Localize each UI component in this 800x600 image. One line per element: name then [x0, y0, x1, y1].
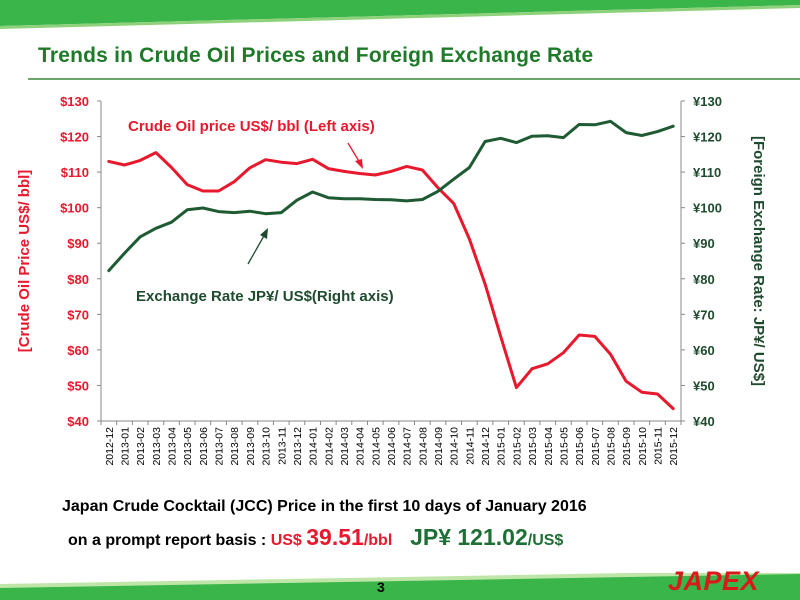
- left-tick-label: $60: [67, 343, 89, 358]
- left-tick-label: $110: [61, 165, 89, 180]
- page-number: 3: [377, 579, 385, 595]
- fx-annotation-arrow: [247, 233, 266, 265]
- x-tick-label: 2014-09: [433, 427, 445, 466]
- x-tick-label: 2015-07: [590, 427, 602, 466]
- left-tick-label: $130: [60, 94, 89, 109]
- x-tick-label: 2015-05: [558, 427, 570, 466]
- right-tick-label: ¥40: [693, 414, 715, 429]
- report-basis-label: on a prompt report basis :: [68, 532, 271, 549]
- jpy-unit: /US$: [527, 532, 564, 549]
- fx-annotation-arrowhead: [260, 228, 268, 239]
- x-tick-label: 2013-09: [245, 427, 257, 466]
- x-tick-label: 2014-11: [464, 427, 476, 465]
- x-tick-label: 2015-04: [543, 427, 555, 466]
- x-tick-label: 2015-12: [668, 427, 680, 466]
- oil-price-line: [107, 151, 675, 411]
- left-tick-label: $80: [67, 272, 89, 287]
- jcc-info-line: Japan Crude Cocktail (JCC) Price in the …: [62, 498, 587, 515]
- usd-price: US$ 39.51/bbl: [270, 524, 397, 550]
- jcc-price-line: on a prompt report basis : US$ 39.51/bbl…: [68, 524, 800, 551]
- left-tick-label: $100: [60, 201, 89, 216]
- x-tick-label: 2013-02: [135, 427, 147, 466]
- oil-series-annotation: Crude Oil price US$/ bbl (Left axis): [128, 118, 375, 135]
- oil-annotation-arrowhead: [355, 159, 363, 169]
- x-tick-label: 2013-12: [292, 427, 304, 466]
- x-tick-label: 2015-08: [605, 427, 617, 466]
- usd-value: 39.51: [306, 524, 364, 550]
- right-tick-label: ¥50: [693, 378, 715, 393]
- x-tick-label: 2015-03: [527, 427, 539, 466]
- x-tick-label: 2015-11: [652, 427, 664, 465]
- x-tick-label: 2014-05: [370, 427, 382, 466]
- x-tick-label: 2013-08: [229, 427, 241, 466]
- x-tick-label: 2014-08: [417, 427, 429, 466]
- line-chart: $130 $120 $110 $100 $90 $80 $70 $60 $50 $40 ¥130 ¥1…: [16, 94, 767, 466]
- right-tick-label: ¥120: [693, 130, 722, 145]
- right-tick-label: ¥110: [693, 165, 721, 180]
- x-tick-label: 2015-10: [637, 427, 649, 466]
- right-axis-title: [Foreign Exchange Rate: JP¥/ US$]: [750, 136, 767, 386]
- oil-annotation-arrow: [347, 142, 361, 164]
- right-tick-label: ¥70: [693, 307, 715, 322]
- jpy-rate: JP¥ 121.02/US$: [410, 524, 564, 550]
- x-tick-label: 2013-04: [167, 427, 179, 466]
- x-tick-label: 2013-11: [276, 427, 288, 465]
- exchange-rate-line: [107, 119, 675, 273]
- x-tick-label: 2014-12: [480, 427, 492, 466]
- right-tick-label: ¥80: [693, 272, 715, 287]
- japex-logo: JAPEX: [668, 566, 760, 596]
- x-tick-label: 2015-09: [621, 427, 633, 466]
- right-tick-label: ¥130: [693, 94, 722, 109]
- top-decorative-bar: [0, 0, 800, 29]
- jpy-label: JP¥: [410, 524, 458, 550]
- x-tick-label: 2015-01: [496, 427, 508, 466]
- x-tick-label: 2013-03: [151, 427, 163, 466]
- left-tick-label: $40: [67, 414, 89, 429]
- x-tick-label: 2015-06: [574, 427, 586, 466]
- usd-label: US$: [270, 532, 307, 549]
- x-tick-label: 2014-04: [355, 427, 367, 466]
- jpy-value: 121.02: [457, 524, 528, 550]
- right-tick-label: ¥90: [693, 236, 715, 251]
- x-tick-label: 2013-01: [120, 427, 132, 466]
- x-tick-label: 2013-06: [198, 427, 210, 466]
- fx-series-annotation: Exchange Rate JP¥/ US$(Right axis): [136, 288, 394, 305]
- x-tick-label: 2013-07: [214, 427, 226, 466]
- usd-unit: /bbl: [363, 532, 393, 549]
- page-title: Trends in Crude Oil Prices and Foreign E…: [38, 44, 594, 67]
- x-tick-label: 2013-10: [261, 427, 273, 466]
- x-tick-label: 2014-02: [323, 427, 335, 466]
- x-tick-label: 2014-07: [402, 427, 414, 466]
- x-tick-label: 2015-02: [511, 427, 523, 466]
- left-tick-label: $70: [67, 307, 89, 322]
- right-tick-label: ¥60: [693, 343, 715, 358]
- left-tick-label: $90: [67, 236, 89, 251]
- x-tick-label: 2012-12: [104, 427, 116, 466]
- left-axis-title: [Crude Oil Price US$/ bbl]: [16, 170, 33, 353]
- left-tick-label: $50: [67, 378, 89, 393]
- bottom-decorative-bar: [0, 573, 800, 600]
- x-tick-label: 2013-05: [182, 427, 194, 466]
- left-tick-label: $120: [60, 130, 89, 145]
- x-tick-label: 2014-06: [386, 427, 398, 466]
- x-tick-label: 2014-03: [339, 427, 351, 466]
- x-tick-label: 2014-10: [449, 427, 461, 466]
- title-divider: [28, 78, 800, 80]
- x-tick-label: 2014-01: [308, 427, 320, 466]
- right-tick-label: ¥100: [693, 201, 722, 216]
